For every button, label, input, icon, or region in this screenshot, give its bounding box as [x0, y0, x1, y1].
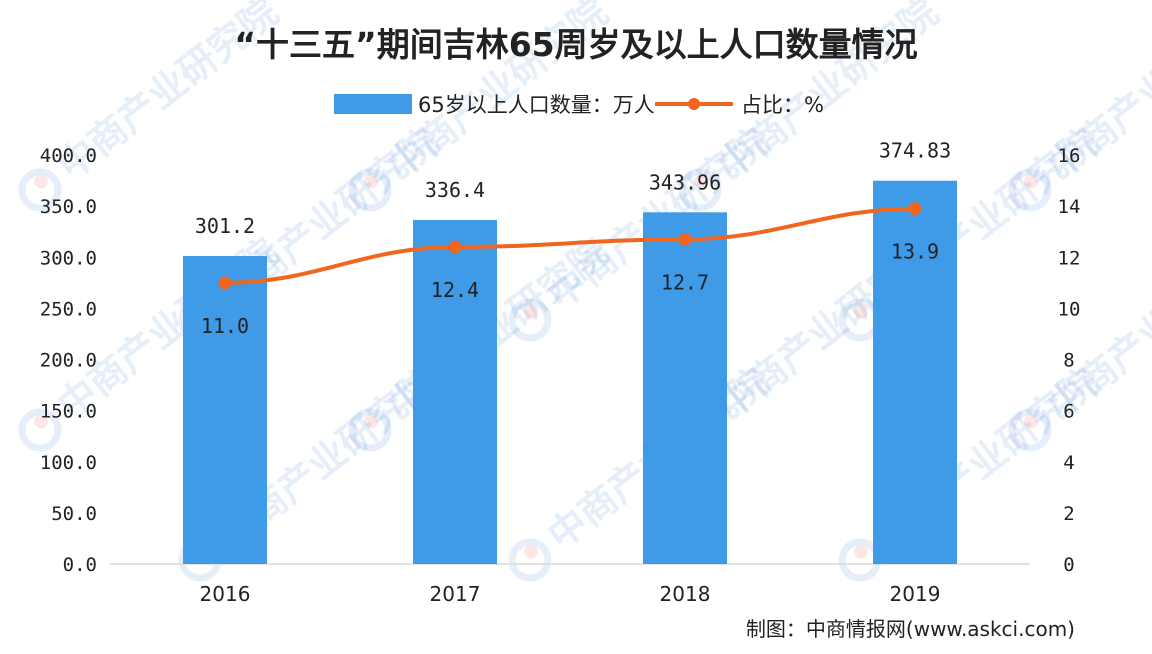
x-tick-label: 2016 [200, 582, 251, 606]
bar [413, 220, 497, 564]
watermark-logo-dot-icon [1024, 414, 1039, 429]
y-right-tick-label: 12 [1058, 247, 1081, 269]
legend-line-marker [688, 98, 700, 110]
x-tick-label: 2017 [430, 582, 481, 606]
y-right-tick-label: 0 [1063, 554, 1074, 576]
line-path [224, 206, 916, 285]
bar-data-label: 336.4 [425, 178, 485, 202]
source-credit: 制图：中商情报网(www.askci.com) [746, 617, 1075, 641]
line-marker [218, 276, 232, 290]
line-marker [908, 202, 922, 216]
y-right-tick-label: 8 [1063, 350, 1074, 372]
watermark-logo-icon [678, 168, 722, 212]
bar [183, 256, 267, 564]
bar-data-label: 343.96 [649, 170, 721, 194]
y-left-tick-label: 0.0 [63, 554, 97, 576]
line-data-label: 13.9 [891, 240, 939, 264]
watermark-logo-dot-icon [524, 544, 539, 559]
watermark-logo-dot-icon [34, 174, 49, 189]
line-marker [448, 240, 462, 254]
legend-bar-swatch [334, 94, 412, 114]
y-right-tick-label: 4 [1063, 452, 1074, 474]
chart-title: “十三五”期间吉林65周岁及以上人口数量情况 [234, 25, 917, 64]
bars: 301.2 336.4 343.96 374.83 [183, 139, 957, 564]
watermark-logo-icon [348, 168, 392, 212]
line-data-label: 11.0 [201, 314, 249, 338]
y-right-tick-label: 10 [1058, 298, 1081, 320]
y-left-tick-label: 200.0 [40, 350, 97, 372]
bar-data-label: 301.2 [195, 214, 255, 238]
y-left-tick-label: 300.0 [40, 247, 97, 269]
watermark-logo-dot-icon [854, 304, 869, 319]
watermark-logo-icon [18, 408, 62, 452]
y-left-tick-label: 150.0 [40, 401, 97, 423]
y-left-tick-label: 400.0 [40, 145, 97, 167]
watermark-logo-icon [348, 408, 392, 452]
y-left-tick-label: 50.0 [51, 503, 97, 525]
x-tick-label: 2018 [660, 582, 711, 606]
y-left-tick-label: 100.0 [40, 452, 97, 474]
watermark-logo-dot-icon [34, 414, 49, 429]
y-left-tick-label: 250.0 [40, 298, 97, 320]
line-marker [678, 232, 692, 246]
y-right-tick-label: 14 [1058, 196, 1081, 218]
watermark-logo-dot-icon [524, 304, 539, 319]
line-series: 11.0 12.4 12.7 13.9 [201, 202, 939, 338]
watermark-logo-icon [508, 538, 552, 582]
watermark-logo-dot-icon [1024, 174, 1039, 189]
legend-line-label: 占比：% [741, 93, 824, 117]
watermark-logo-icon [18, 168, 62, 212]
bar [873, 180, 957, 564]
y-right-tick-label: 16 [1058, 145, 1081, 167]
watermark-logo-icon [1008, 408, 1052, 452]
bar-data-label: 374.83 [879, 139, 951, 163]
y-left-tick-label: 350.0 [40, 196, 97, 218]
line-data-label: 12.4 [431, 278, 479, 302]
watermark-logo-dot-icon [854, 544, 869, 559]
watermark-logo-dot-icon [694, 174, 709, 189]
watermark-logo-dot-icon [364, 174, 379, 189]
watermark-logo-dot-icon [364, 414, 379, 429]
watermark: 中商产业研究院 [508, 360, 776, 582]
watermark-logo-icon [1008, 168, 1052, 212]
y-right-tick-label: 2 [1063, 503, 1074, 525]
legend: 65岁以上人口数量：万人 占比：% [334, 93, 824, 117]
bar [643, 212, 727, 564]
line-data-label: 12.7 [661, 270, 709, 294]
watermark-logo-icon [508, 298, 552, 342]
y-right-tick-label: 6 [1063, 401, 1074, 423]
x-tick-label: 2019 [890, 582, 941, 606]
legend-bar-label: 65岁以上人口数量：万人 [418, 93, 655, 117]
